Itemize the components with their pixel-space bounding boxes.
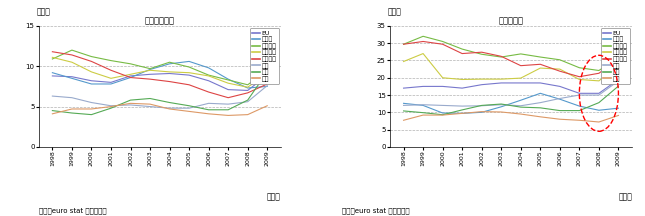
Text: 資料：euro stat から作成。: 資料：euro stat から作成。 xyxy=(39,207,106,214)
Title: （若年層）: （若年層） xyxy=(499,16,524,25)
Title: （全年齢層）: （全年齢層） xyxy=(144,16,175,25)
Text: （年）: （年） xyxy=(267,193,281,202)
Legend: EU, ドイツ, ギリシャ, フランス, イタリア, 英国, 米国, 日本: EU, ドイツ, ギリシャ, フランス, イタリア, 英国, 米国, 日本 xyxy=(601,28,630,84)
Text: （年）: （年） xyxy=(618,193,632,202)
Text: （％）: （％） xyxy=(388,7,401,16)
Legend: EU, ドイツ, ギリシャ, フランス, イタリア, 英国, 米国, 日本: EU, ドイツ, ギリシャ, フランス, イタリア, 英国, 米国, 日本 xyxy=(250,28,279,84)
Text: （％）: （％） xyxy=(36,7,50,16)
Text: 資料：euro stat から作成。: 資料：euro stat から作成。 xyxy=(342,207,410,214)
